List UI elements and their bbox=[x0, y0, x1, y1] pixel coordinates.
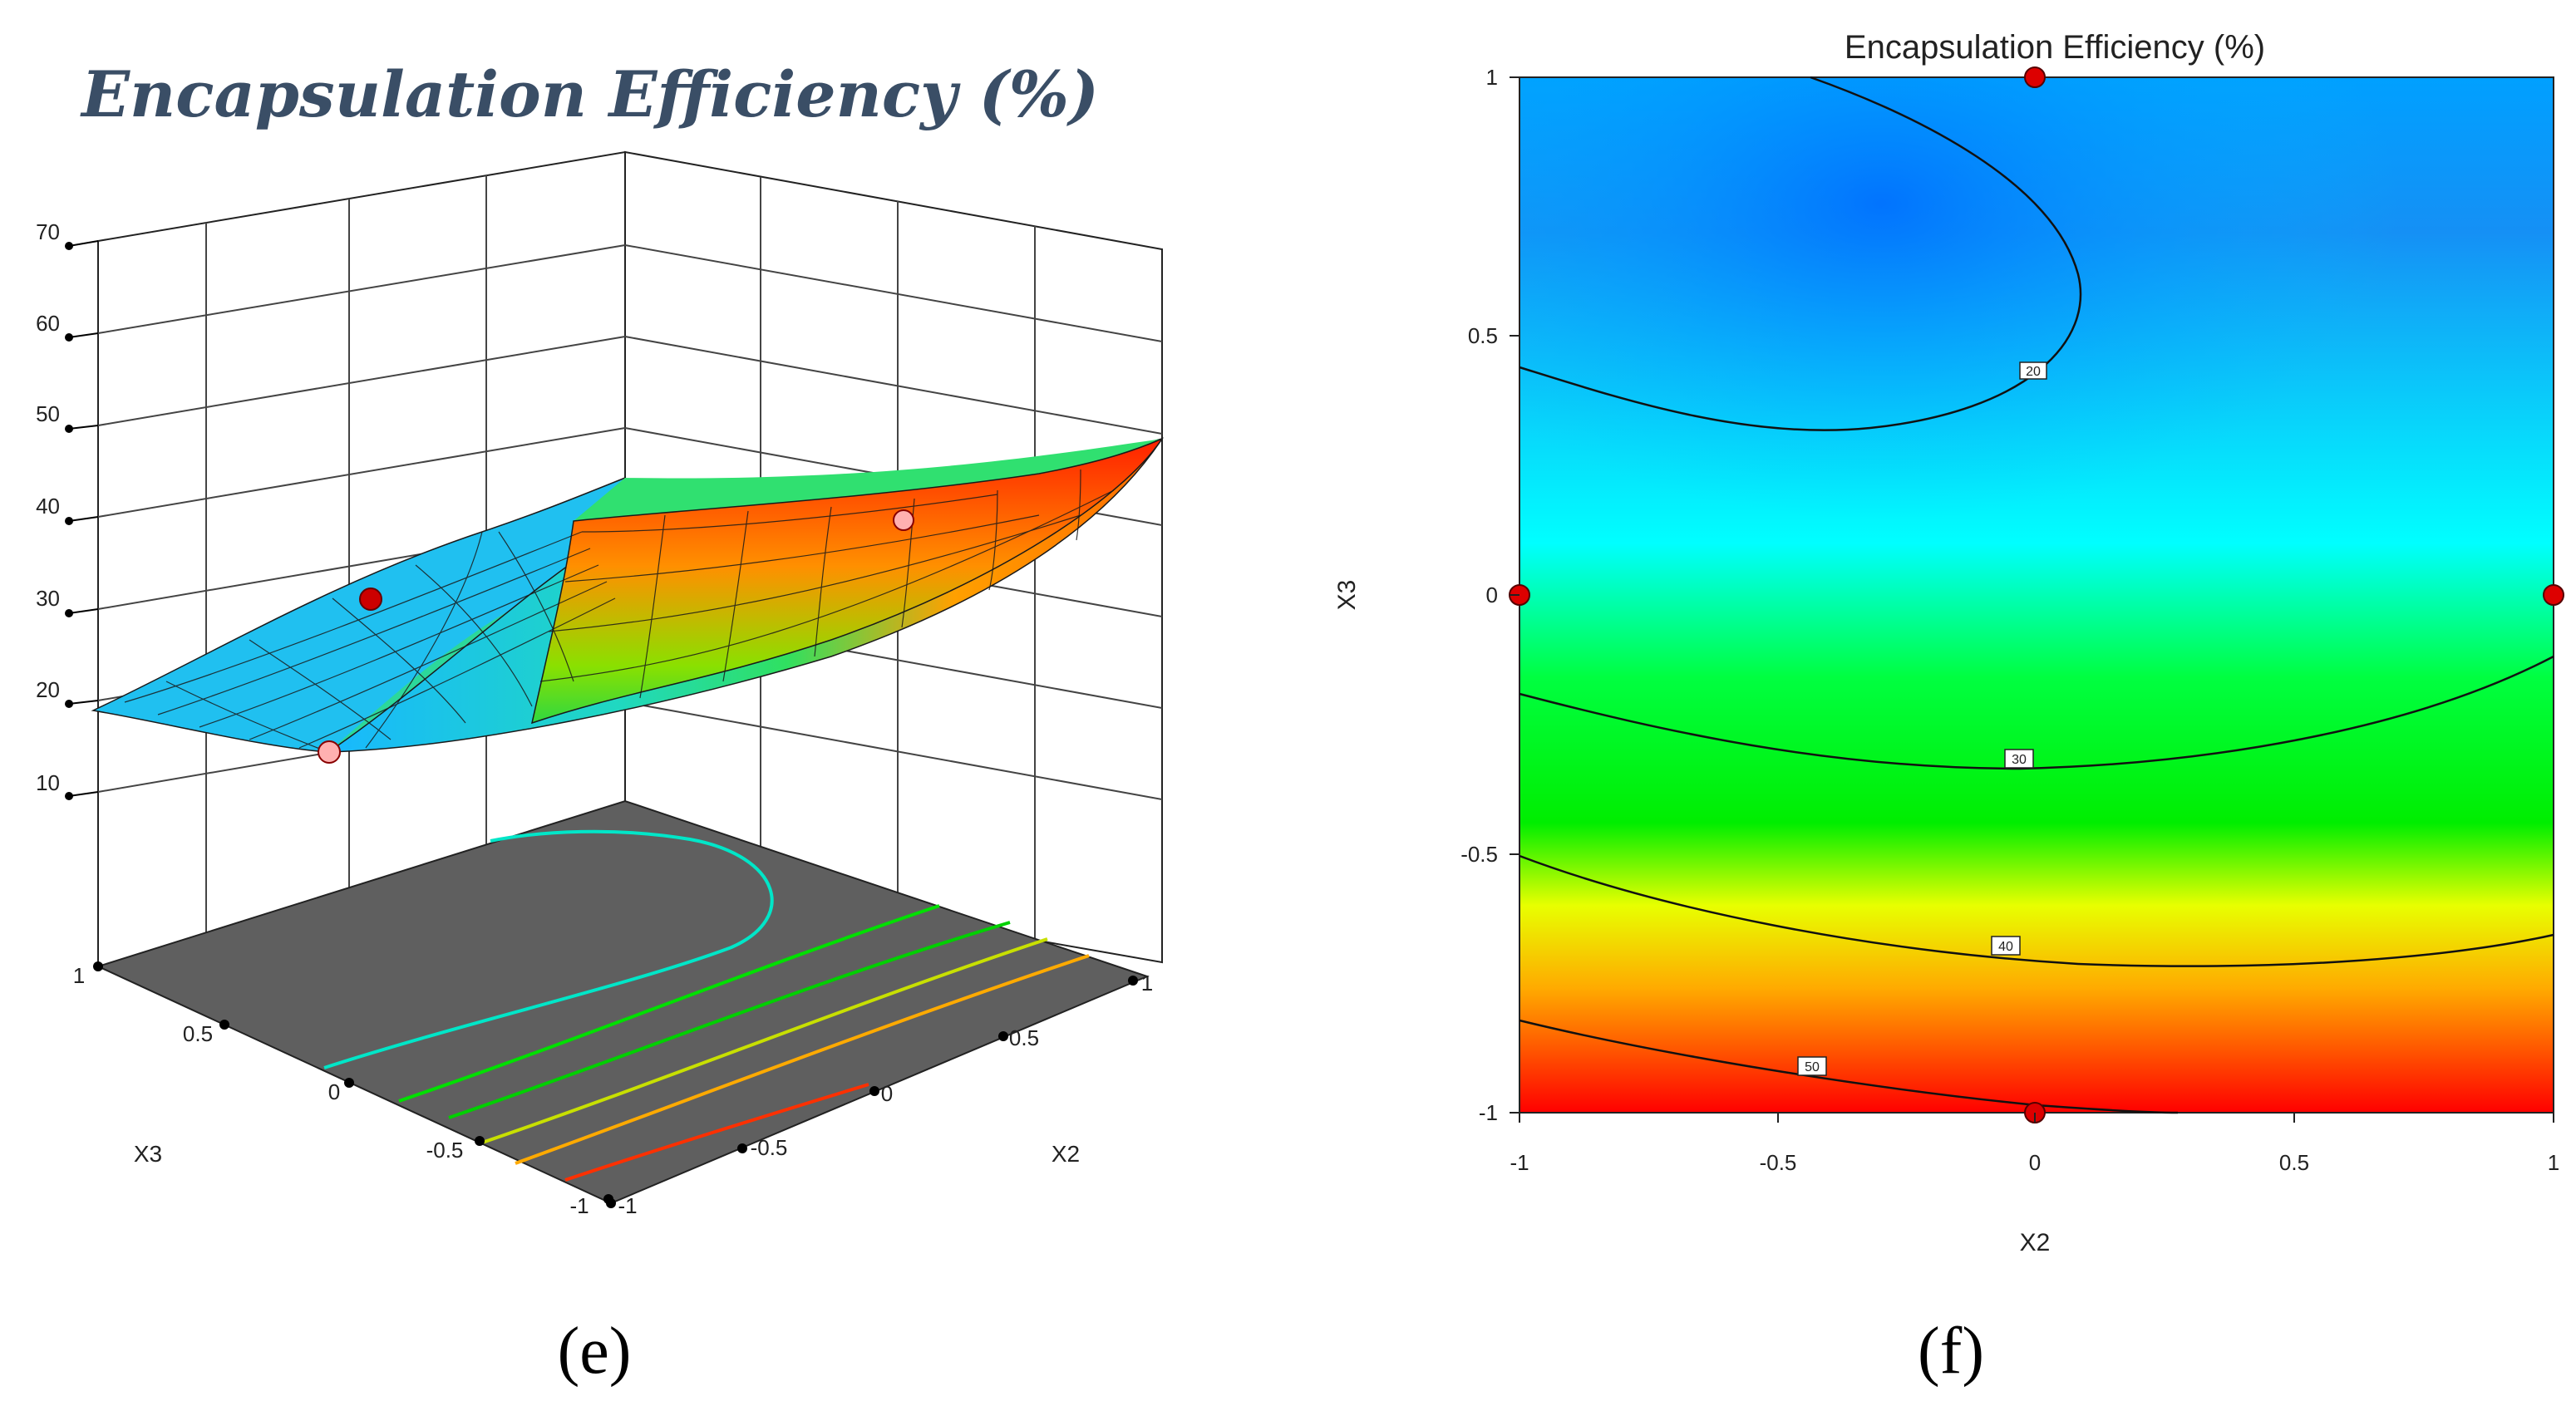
contour-label-boxes bbox=[1797, 361, 2047, 1076]
panel-e-title: Encapsulation Efficiency (%) bbox=[80, 57, 1099, 131]
floor-contours bbox=[323, 829, 1090, 1182]
z-tick-label: 60 bbox=[36, 311, 60, 336]
y-tick-label: -0.5 bbox=[1460, 842, 1498, 867]
z-tick-labels: 10 20 30 40 50 60 70 bbox=[36, 219, 60, 795]
floor bbox=[96, 799, 1150, 1205]
x3-tick-label: 0.5 bbox=[183, 1021, 213, 1046]
contour-label-30: 30 bbox=[2012, 753, 2027, 767]
x3-axis-label: X3 bbox=[134, 1141, 162, 1167]
y-tick-label: 1 bbox=[1486, 65, 1498, 90]
y-axis-label: X3 bbox=[1333, 580, 1361, 611]
y-tick-label: 0 bbox=[1486, 583, 1498, 607]
x3-tick-label: 0 bbox=[328, 1079, 340, 1104]
panel-f: Encapsulation Efficiency (%) 20 30 40 50 bbox=[1333, 29, 2564, 1388]
x-axis-ticks bbox=[1519, 1113, 2554, 1123]
design-point-3d-1 bbox=[359, 588, 382, 611]
x3-tick-label: -0.5 bbox=[426, 1138, 464, 1163]
x2-tick-label: 0.5 bbox=[1009, 1025, 1039, 1050]
design-point-3d-3 bbox=[318, 740, 341, 764]
y-tick-label: 0.5 bbox=[1468, 323, 1498, 348]
surface-mesh bbox=[124, 469, 1115, 753]
design-point-2d-top bbox=[2024, 66, 2046, 88]
x-axis-label: X2 bbox=[2020, 1229, 2051, 1256]
x2-axis-ticks bbox=[606, 976, 1138, 1208]
x2-tick-label: -0.5 bbox=[751, 1135, 788, 1160]
contour-label-40: 40 bbox=[1998, 940, 2013, 954]
x-tick-label: 1 bbox=[2548, 1150, 2559, 1175]
y-tick-label: -1 bbox=[1479, 1100, 1498, 1125]
x-tick-label: -0.5 bbox=[1760, 1150, 1797, 1175]
x2-tick-labels: -1 -0.5 0 0.5 1 bbox=[618, 971, 1153, 1218]
x-tick-label: 0.5 bbox=[2279, 1150, 2309, 1175]
x2-tick-label: 0 bbox=[881, 1081, 893, 1106]
z-tick-label: 50 bbox=[36, 401, 60, 426]
panel-label-f: (f) bbox=[1918, 1315, 1984, 1388]
x2-tick-label: 1 bbox=[1141, 971, 1153, 996]
x3-tick-label: -1 bbox=[569, 1193, 589, 1218]
z-tick-label: 10 bbox=[36, 770, 60, 795]
y-axis-ticks bbox=[1510, 76, 1519, 1114]
z-axis bbox=[65, 240, 99, 800]
contour-labels: 20 30 40 50 bbox=[1805, 365, 2041, 1074]
x3-tick-labels: 1 0.5 0 -0.5 -1 bbox=[73, 963, 589, 1218]
panel-e: Encapsulation Efficiency (%) bbox=[36, 57, 1165, 1388]
x-tick-label: -1 bbox=[1510, 1150, 1529, 1175]
z-tick-label: 30 bbox=[36, 586, 60, 611]
z-tick-label: 20 bbox=[36, 677, 60, 702]
panel-f-title: Encapsulation Efficiency (%) bbox=[1845, 29, 2265, 66]
x3-tick-label: 1 bbox=[73, 963, 85, 988]
panel-label-e: (e) bbox=[558, 1315, 632, 1388]
x2-tick-label: -1 bbox=[618, 1193, 637, 1218]
z-tick-label: 40 bbox=[36, 494, 60, 519]
design-point-2d-right bbox=[2543, 584, 2564, 606]
contour-label-20: 20 bbox=[2026, 365, 2041, 379]
x-tick-label: 0 bbox=[2029, 1150, 2041, 1175]
y-tick-labels: 1 0.5 0 -0.5 -1 bbox=[1460, 65, 1498, 1125]
x-tick-labels: -1 -0.5 0 0.5 1 bbox=[1510, 1150, 2559, 1175]
x2-axis-label: X2 bbox=[1052, 1141, 1080, 1167]
z-tick-label: 70 bbox=[36, 219, 60, 244]
contour-label-50: 50 bbox=[1805, 1060, 1820, 1074]
contour-blue-core bbox=[1519, 77, 2554, 709]
design-point-3d-2 bbox=[893, 509, 914, 531]
